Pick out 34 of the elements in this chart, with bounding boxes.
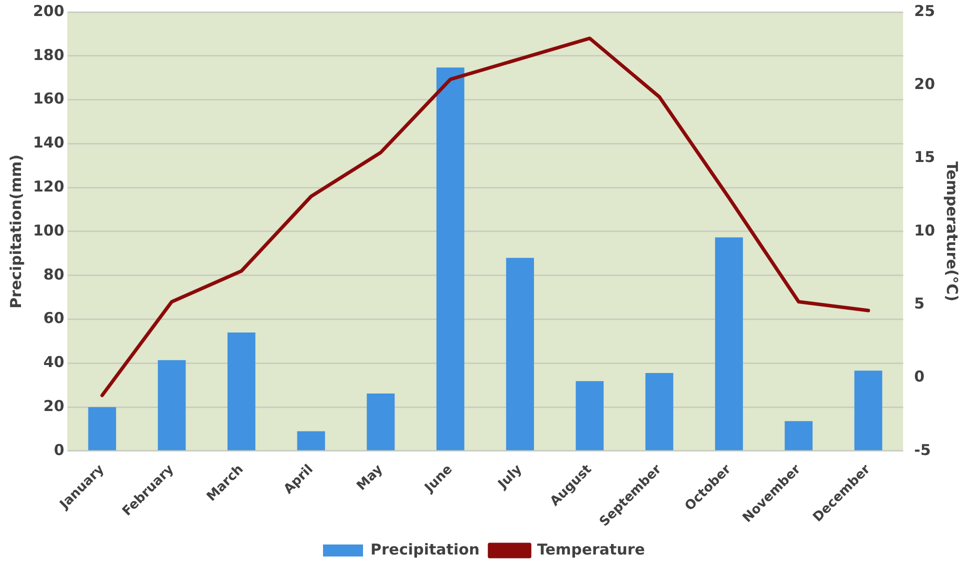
bar — [228, 332, 256, 450]
y-tick-label: 120 — [33, 177, 64, 196]
y-tick-label: 80 — [43, 265, 64, 284]
bar — [436, 68, 464, 450]
y-tick-label: 200 — [33, 2, 64, 20]
y-axis-title: Precipitation(mm) — [6, 154, 25, 309]
bar — [88, 407, 116, 450]
bar — [576, 381, 604, 450]
y2-tick-label: -5 — [914, 440, 931, 459]
y2-tick-label: 20 — [914, 75, 935, 94]
y2-tick-label: 25 — [914, 2, 935, 20]
bar — [158, 360, 186, 450]
y-tick-label: 60 — [43, 309, 64, 328]
y2-tick-label: 5 — [914, 294, 925, 313]
y-tick-label: 100 — [33, 221, 64, 240]
y2-tick-label: 10 — [914, 221, 935, 240]
y-tick-label: 20 — [43, 396, 64, 415]
bar — [506, 258, 534, 450]
y-tick-label: 140 — [33, 134, 64, 152]
y-tick-label: 40 — [43, 353, 64, 372]
bar — [784, 421, 813, 450]
bar — [715, 237, 743, 450]
y-tick-label: 0 — [54, 440, 64, 459]
y2-tick-label: 0 — [914, 368, 925, 386]
legend-label: Temperature — [537, 540, 645, 558]
bar — [645, 373, 674, 450]
legend-label: Precipitation — [370, 540, 480, 558]
y-tick-label: 180 — [33, 46, 64, 64]
bar — [854, 370, 882, 450]
y2-axis-title: Temperature(°C) — [943, 161, 962, 302]
bar — [297, 431, 326, 450]
bar — [366, 393, 395, 450]
y-tick-label: 160 — [33, 90, 64, 108]
y2-tick-label: 15 — [914, 148, 935, 166]
